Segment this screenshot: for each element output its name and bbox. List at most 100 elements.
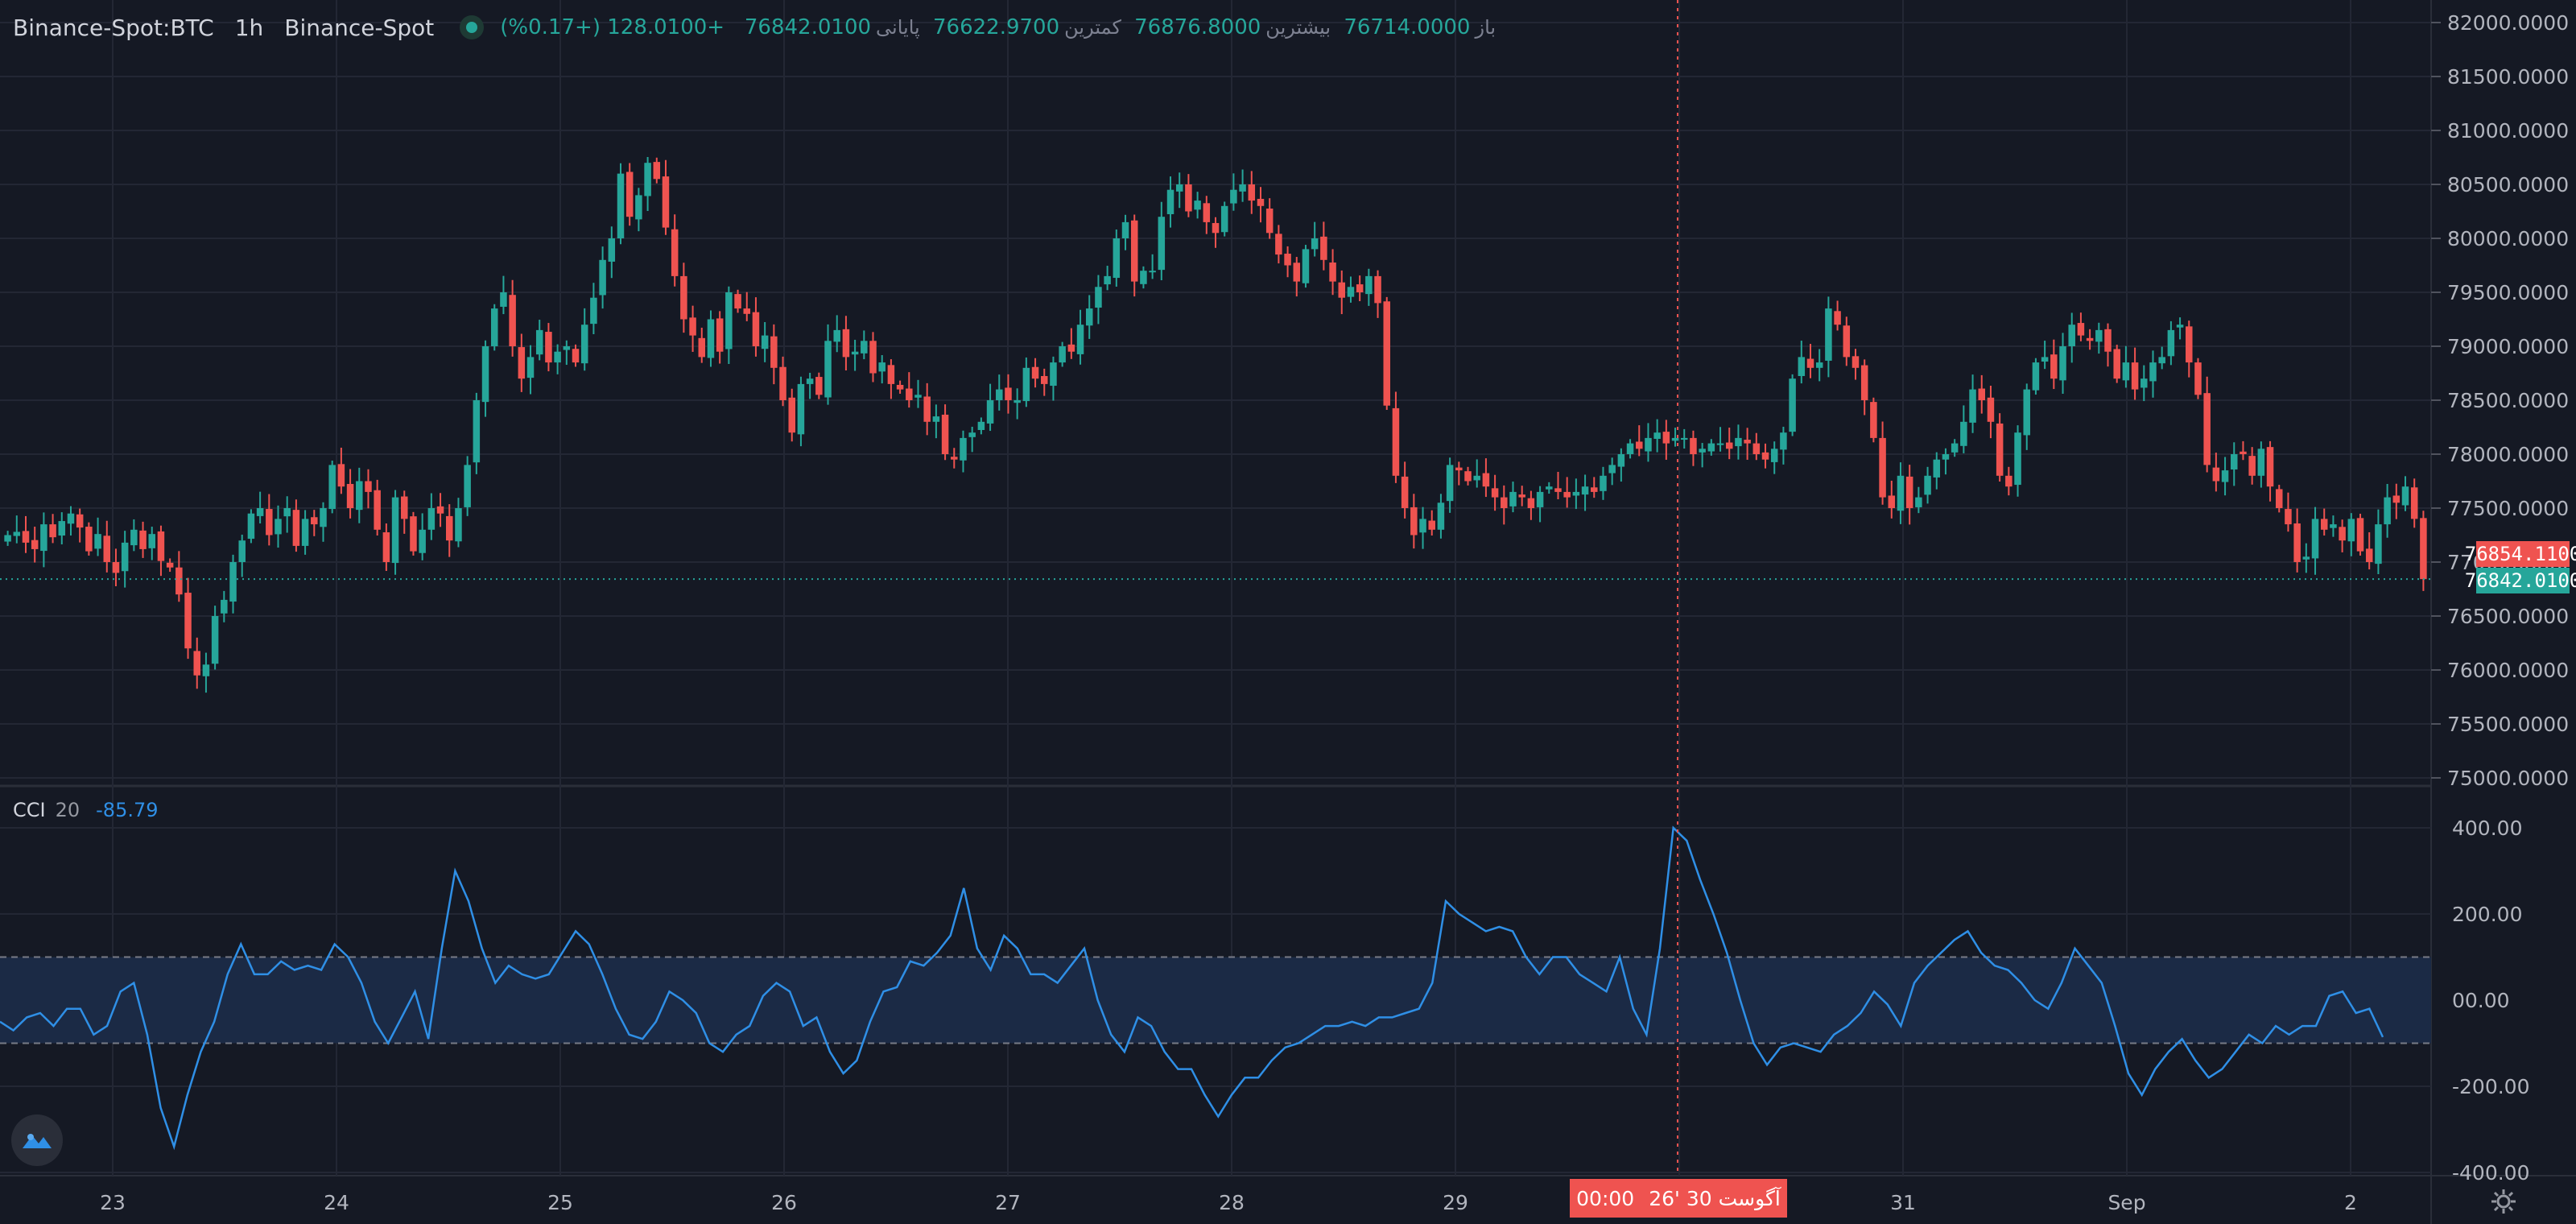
candle: [770, 324, 778, 385]
cci-tick-label: 400.00: [2452, 817, 2522, 840]
close-value: 76842.0100: [744, 15, 872, 39]
candle: [76, 508, 84, 543]
candle: [689, 305, 696, 352]
candle: [1392, 391, 1400, 483]
cci-name[interactable]: CCI: [13, 799, 46, 821]
candle: [1050, 356, 1057, 401]
candle: [455, 498, 462, 548]
candle: [951, 448, 958, 469]
candle: [824, 324, 832, 405]
candle: [869, 332, 877, 382]
cci-tick-label: -200.00: [2452, 1075, 2530, 1098]
candle: [2005, 466, 2013, 496]
symbol-legend: Binance-Spot:BTC 1h Binance-Spot باز7671…: [13, 11, 1502, 43]
cci-tick-label: 00.00: [2452, 989, 2510, 1012]
candle: [410, 511, 417, 556]
candle: [2149, 350, 2157, 398]
price-axis[interactable]: 82000.0000 81500.0000 81000.0000 80500.0000…: [2431, 11, 2569, 1185]
candle: [1031, 358, 1039, 388]
gear-icon[interactable]: [2489, 1187, 2518, 1216]
candle: [436, 493, 444, 527]
candle: [365, 469, 372, 509]
candle: [707, 310, 715, 367]
candle: [1509, 482, 1517, 513]
candle: [1365, 268, 1373, 306]
candle: [1591, 477, 1598, 498]
price-tick-label: 82000.0000: [2447, 11, 2569, 35]
candle: [13, 515, 21, 544]
candle: [130, 519, 138, 552]
interval[interactable]: 1h: [234, 14, 264, 41]
candle: [2240, 440, 2247, 461]
candle: [40, 512, 47, 568]
cci-legend: CCI 20 -85.79: [13, 799, 159, 821]
candle: [2266, 440, 2274, 502]
candle: [1005, 374, 1012, 414]
candle: [58, 512, 66, 545]
candle: [1419, 507, 1426, 549]
candle: [806, 372, 814, 399]
candle: [788, 388, 795, 442]
candle: [1680, 428, 1688, 449]
time-tick-label: 24: [324, 1191, 349, 1214]
candle: [1275, 225, 1282, 264]
candle: [275, 505, 282, 548]
candle: [1248, 171, 1256, 214]
candle: [2086, 329, 2094, 350]
candle: [112, 548, 120, 587]
candle: [743, 292, 751, 321]
candle: [401, 490, 408, 534]
candle: [94, 517, 101, 556]
candle: [2041, 341, 2049, 370]
candle: [1653, 419, 1661, 453]
candle: [247, 509, 255, 544]
candle: [1888, 480, 1896, 519]
candle: [1987, 386, 1995, 439]
open-value: 76714.0000: [1344, 15, 1471, 39]
candle: [1022, 357, 1030, 407]
candle: [1121, 214, 1129, 250]
candle: [1320, 221, 1327, 271]
candle: [1212, 217, 1220, 248]
candle: [1563, 477, 1571, 508]
candle: [1608, 457, 1616, 486]
candle: [580, 308, 588, 371]
candle: [2095, 322, 2103, 354]
time-tick-label: 2: [2344, 1191, 2357, 1214]
price-tick-label: 79500.0000: [2447, 281, 2569, 304]
candle: [1617, 448, 1625, 482]
candle: [977, 417, 985, 435]
symbol-name[interactable]: Binance-Spot:BTC: [13, 14, 214, 41]
price-tick-label: 80000.0000: [2447, 227, 2569, 250]
candle: [851, 339, 859, 371]
candle: [1175, 172, 1183, 209]
candle: [680, 263, 687, 333]
candle: [391, 490, 399, 575]
candle: [1437, 494, 1445, 539]
candle: [1662, 420, 1670, 460]
cci-tick-label: 200.00: [2452, 903, 2522, 926]
candle: [1870, 397, 1877, 443]
candle: [1501, 485, 1508, 525]
candle: [554, 344, 561, 374]
candle: [1257, 187, 1265, 223]
candle: [2339, 519, 2346, 552]
cloud-mountain-logo-icon[interactable]: [11, 1114, 63, 1166]
cci-line: [0, 825, 2384, 1151]
candle: [382, 523, 390, 571]
candle: [1158, 201, 1166, 280]
candle: [1969, 374, 1976, 433]
candle: [1230, 173, 1237, 211]
candle: [1626, 439, 1634, 459]
candle: [2113, 345, 2120, 383]
cci-value: -85.79: [96, 799, 159, 821]
candle: [67, 506, 75, 536]
candle: [1356, 275, 1364, 301]
exchange-name: Binance-Spot: [284, 14, 435, 41]
candle: [1915, 486, 1922, 514]
candle: [500, 275, 507, 315]
candle: [2285, 492, 2292, 532]
candle: [2158, 346, 2165, 370]
candle: [2104, 323, 2112, 367]
